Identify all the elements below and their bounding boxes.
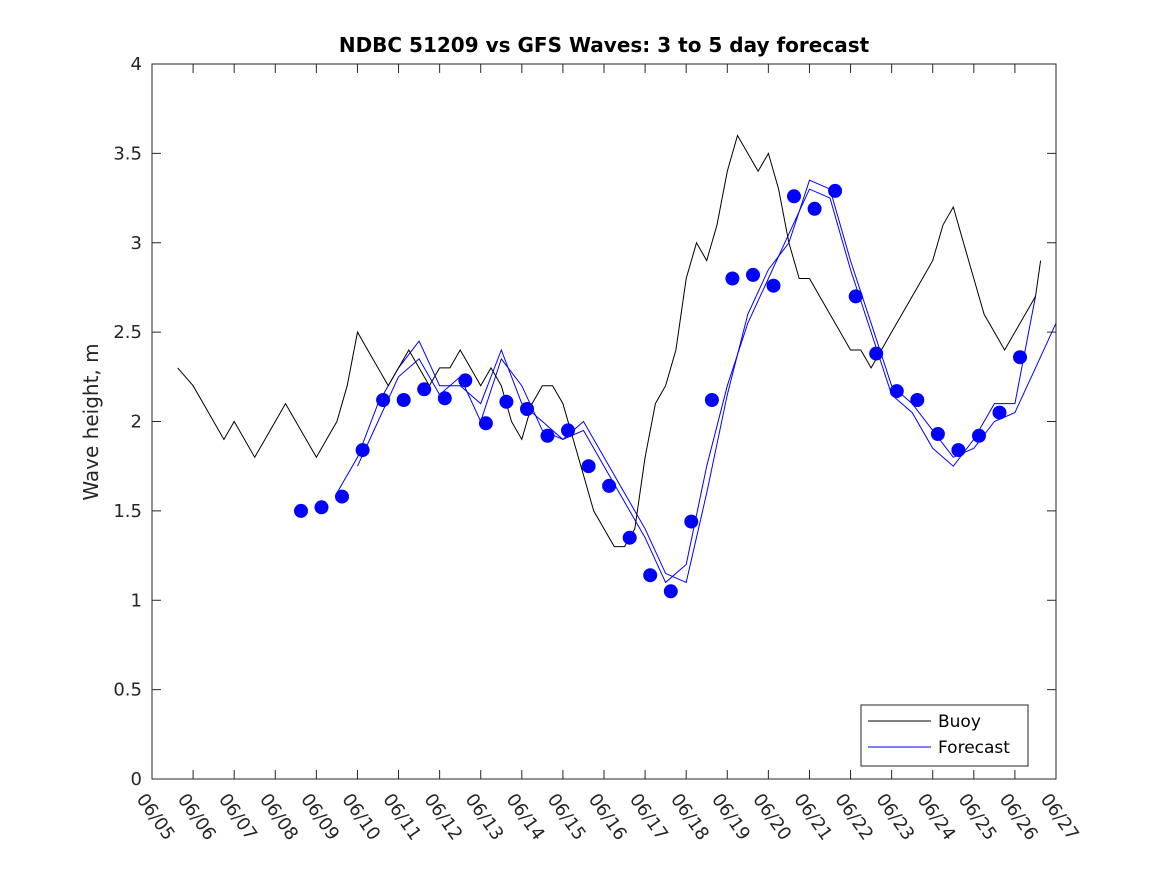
forecast-point xyxy=(417,382,432,397)
legend-box xyxy=(860,704,1029,767)
forecast-point xyxy=(643,568,658,583)
forecast-point xyxy=(889,384,904,399)
forecast-point xyxy=(972,428,986,443)
y-tick-label: 0 xyxy=(131,769,142,790)
forecast-point xyxy=(930,427,945,441)
forecast-point xyxy=(478,416,493,431)
plot-background xyxy=(152,64,1056,779)
forecast-point xyxy=(376,393,391,407)
buoy-series-line xyxy=(177,134,1042,548)
forecast-point xyxy=(622,530,637,545)
y-tick-label: 2.5 xyxy=(113,322,142,343)
plot-area: 00.511.522.533.5406/0506/0606/0706/0806/… xyxy=(113,54,1083,844)
forecast-point xyxy=(910,393,925,407)
forecast-point xyxy=(1013,350,1027,365)
y-tick-label: 4 xyxy=(131,54,142,75)
forecast-point xyxy=(437,391,452,406)
forecast-point xyxy=(951,443,966,458)
forecast-point xyxy=(766,278,781,293)
y-tick-label: 1.5 xyxy=(113,501,142,522)
forecast-point xyxy=(684,514,699,529)
forecast-point xyxy=(355,443,370,458)
forecast-point xyxy=(787,189,801,204)
forecast-point xyxy=(294,503,308,518)
forecast-point xyxy=(335,489,349,504)
forecast-point xyxy=(602,478,617,493)
y-tick-label: 1 xyxy=(131,590,142,611)
forecast-run-line-2 xyxy=(357,188,1036,584)
forecast-point xyxy=(540,428,555,443)
y-tick-label: 3 xyxy=(131,233,142,254)
y-axis-label: Wave height, m xyxy=(79,343,103,500)
forecast-point xyxy=(499,394,514,409)
forecast-point xyxy=(746,267,760,282)
forecast-point xyxy=(314,500,329,515)
chart-title: NDBC 51209 vs GFS Waves: 3 to 5 day fore… xyxy=(339,33,870,57)
forecast-point xyxy=(807,201,822,216)
y-tick-label: 2 xyxy=(131,412,142,433)
forecast-point xyxy=(520,402,534,416)
forecast-point xyxy=(663,584,678,599)
forecast-point xyxy=(848,289,863,304)
forecast-point xyxy=(869,346,884,361)
forecast-point xyxy=(992,405,1007,420)
y-tick-label: 0.5 xyxy=(113,680,142,701)
legend-forecast-label: Forecast xyxy=(938,738,1010,758)
legend: Buoy Forecast xyxy=(860,704,1029,767)
forecast-point xyxy=(828,183,843,198)
forecast-point xyxy=(458,373,473,388)
forecast-point xyxy=(561,423,575,438)
legend-buoy-label: Buoy xyxy=(938,712,981,732)
forecast-point xyxy=(396,393,411,407)
forecast-point xyxy=(581,459,596,474)
forecast-point xyxy=(704,393,719,407)
forecast-point xyxy=(725,271,740,286)
y-tick-label: 3.5 xyxy=(113,143,142,164)
